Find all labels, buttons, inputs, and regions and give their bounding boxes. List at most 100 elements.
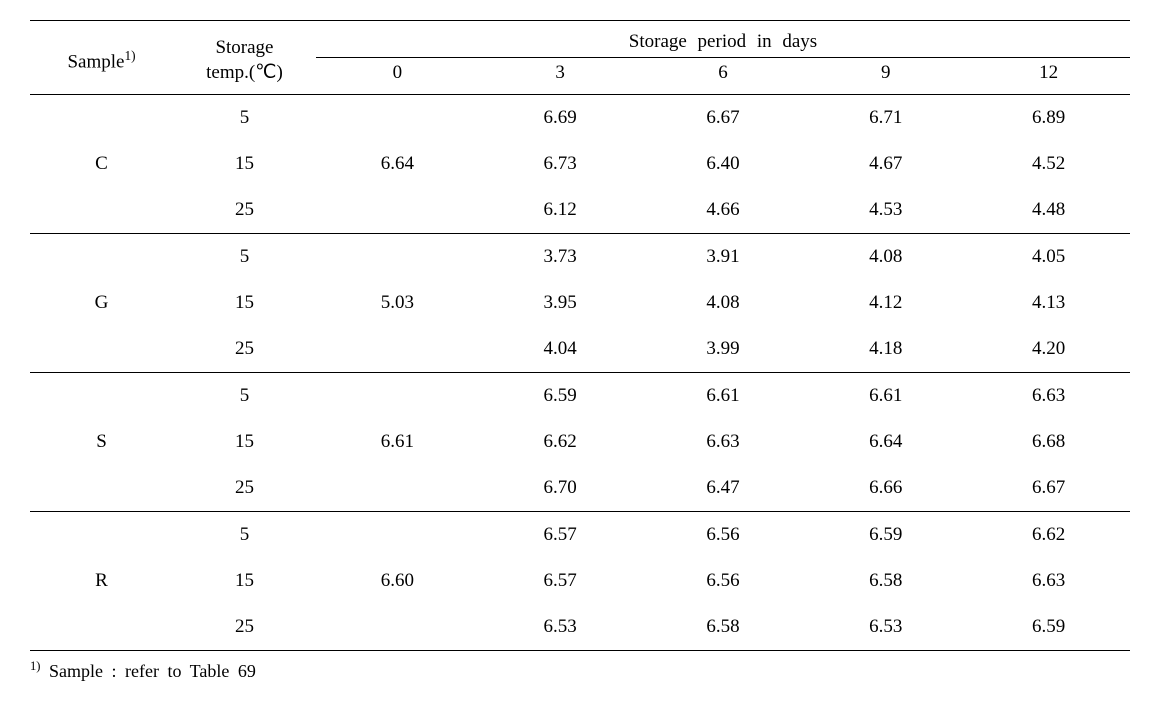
col-header-sample: Sample1)	[30, 21, 173, 95]
table-row: G155.033.954.084.124.13	[30, 280, 1130, 326]
value-cell: 4.18	[804, 326, 967, 373]
value-cell: 4.53	[804, 187, 967, 234]
sample-cell	[30, 465, 173, 512]
footnote-sup: 1)	[30, 659, 41, 673]
sample-cell	[30, 604, 173, 651]
value-cell: 6.67	[642, 95, 805, 142]
value-cell: 6.40	[642, 141, 805, 187]
value-cell	[316, 326, 479, 373]
value-cell	[316, 512, 479, 559]
table-row: S156.616.626.636.646.68	[30, 419, 1130, 465]
value-cell: 6.61	[316, 419, 479, 465]
value-cell: 6.89	[967, 95, 1130, 142]
value-cell: 6.70	[479, 465, 642, 512]
value-cell: 3.91	[642, 234, 805, 281]
col-header-day-3: 3	[479, 58, 642, 95]
value-cell: 3.73	[479, 234, 642, 281]
table-row: 5 6.696.676.716.89	[30, 95, 1130, 142]
value-cell: 3.95	[479, 280, 642, 326]
value-cell: 6.59	[479, 373, 642, 420]
value-cell: 6.62	[967, 512, 1130, 559]
value-cell: 6.58	[804, 558, 967, 604]
temp-cell: 25	[173, 326, 316, 373]
value-cell: 4.67	[804, 141, 967, 187]
value-cell: 6.64	[804, 419, 967, 465]
value-cell: 4.48	[967, 187, 1130, 234]
value-cell	[316, 465, 479, 512]
value-cell	[316, 187, 479, 234]
sample-cell: G	[30, 280, 173, 326]
value-cell: 5.03	[316, 280, 479, 326]
value-cell: 6.63	[642, 419, 805, 465]
value-cell: 6.57	[479, 558, 642, 604]
table-row: 254.043.994.184.20	[30, 326, 1130, 373]
value-cell: 6.63	[967, 558, 1130, 604]
temp-cell: 15	[173, 141, 316, 187]
value-cell: 6.73	[479, 141, 642, 187]
temp-cell: 15	[173, 280, 316, 326]
value-cell: 6.71	[804, 95, 967, 142]
value-cell: 6.53	[479, 604, 642, 651]
data-table: Sample1) Storage temp.(℃) Storage period…	[30, 20, 1130, 651]
table-row: 256.536.586.536.59	[30, 604, 1130, 651]
value-cell: 6.67	[967, 465, 1130, 512]
value-cell: 6.69	[479, 95, 642, 142]
value-cell: 6.66	[804, 465, 967, 512]
table-row: 53.733.914.084.05	[30, 234, 1130, 281]
sample-cell: C	[30, 141, 173, 187]
value-cell: 6.12	[479, 187, 642, 234]
value-cell: 6.63	[967, 373, 1130, 420]
value-cell: 6.53	[804, 604, 967, 651]
sample-label: Sample	[67, 51, 124, 72]
temp-cell: 25	[173, 604, 316, 651]
temp-cell: 5	[173, 512, 316, 559]
table-row: C156.646.736.404.674.52	[30, 141, 1130, 187]
sample-cell	[30, 326, 173, 373]
value-cell: 6.56	[642, 558, 805, 604]
value-cell: 4.52	[967, 141, 1130, 187]
footnote-text: Sample : refer to Table 69	[41, 661, 256, 681]
value-cell	[316, 234, 479, 281]
value-cell: 4.04	[479, 326, 642, 373]
sample-cell	[30, 512, 173, 559]
value-cell	[316, 604, 479, 651]
value-cell: 6.47	[642, 465, 805, 512]
value-cell	[316, 373, 479, 420]
value-cell: 6.62	[479, 419, 642, 465]
value-cell: 6.68	[967, 419, 1130, 465]
value-cell: 6.56	[642, 512, 805, 559]
temp-cell: 15	[173, 558, 316, 604]
value-cell: 4.08	[642, 280, 805, 326]
sample-cell	[30, 234, 173, 281]
col-header-day-6: 6	[642, 58, 805, 95]
value-cell: 4.05	[967, 234, 1130, 281]
value-cell: 4.12	[804, 280, 967, 326]
temp-cell: 5	[173, 373, 316, 420]
temp-label-2: temp.(℃)	[206, 62, 283, 83]
table-row: 256.124.664.534.48	[30, 187, 1130, 234]
sample-sup: 1)	[124, 48, 135, 63]
table-row: 25 6.706.476.666.67	[30, 465, 1130, 512]
table-row: 56.596.616.616.63	[30, 373, 1130, 420]
table-row: R156.606.576.566.586.63	[30, 558, 1130, 604]
sample-cell	[30, 187, 173, 234]
value-cell: 4.13	[967, 280, 1130, 326]
col-header-day-12: 12	[967, 58, 1130, 95]
temp-cell: 5	[173, 95, 316, 142]
sample-cell: S	[30, 419, 173, 465]
col-header-day-9: 9	[804, 58, 967, 95]
sample-cell: R	[30, 558, 173, 604]
value-cell: 6.59	[804, 512, 967, 559]
temp-cell: 15	[173, 419, 316, 465]
value-cell: 6.60	[316, 558, 479, 604]
value-cell: 6.57	[479, 512, 642, 559]
temp-cell: 25	[173, 465, 316, 512]
temp-label-1: Storage	[215, 37, 273, 58]
value-cell	[316, 95, 479, 142]
col-header-period: Storage period in days	[316, 21, 1130, 58]
value-cell: 6.61	[804, 373, 967, 420]
temp-cell: 5	[173, 234, 316, 281]
sample-cell	[30, 373, 173, 420]
col-header-day-0: 0	[316, 58, 479, 95]
footnote: 1) Sample : refer to Table 69	[30, 651, 1130, 682]
